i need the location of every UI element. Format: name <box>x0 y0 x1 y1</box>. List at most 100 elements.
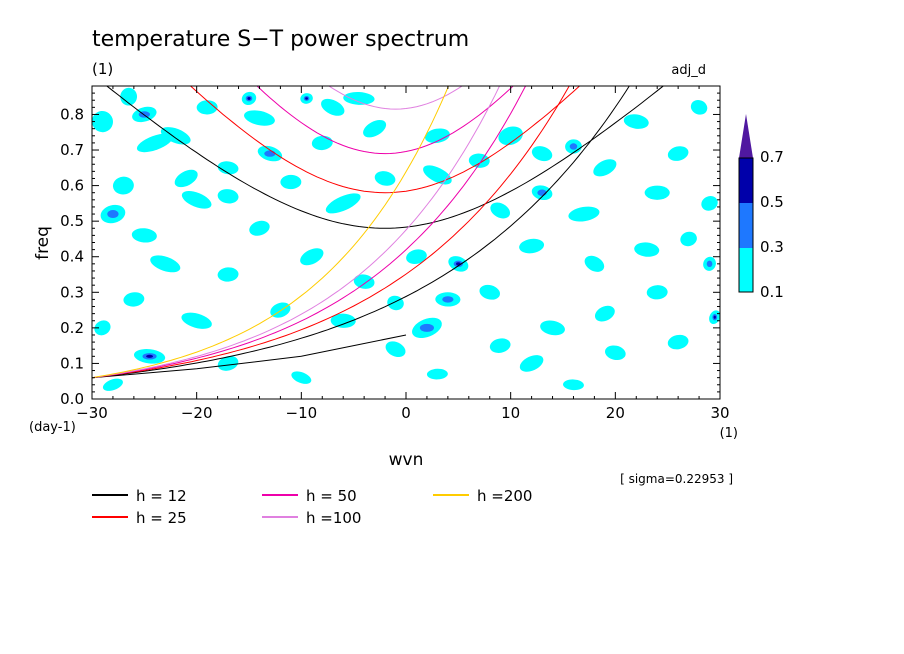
contour-blob <box>690 100 708 115</box>
contour-blob <box>540 320 565 336</box>
colorbar-band-1 <box>739 248 753 292</box>
contour-blob <box>330 313 356 328</box>
y-tick-label: 0.4 <box>60 248 84 266</box>
contour-blob <box>123 292 145 307</box>
sigma-annotation: [ sigma=0.22953 ] <box>620 472 733 486</box>
contour-blob <box>479 284 501 300</box>
x-axis: −30 −20 −10 0 10 20 30 <box>76 86 730 422</box>
contour-blob <box>646 285 668 300</box>
kelvin-curve-h25 <box>92 86 570 379</box>
contour-blob <box>280 174 302 190</box>
contour-blob <box>363 119 387 138</box>
contour-blob-level-2 <box>442 296 454 303</box>
contour-blob <box>604 345 626 361</box>
contour-blob <box>136 133 173 153</box>
contour-blob <box>217 161 239 175</box>
contour-blob <box>217 356 239 371</box>
y-tick-label: 0.8 <box>60 105 84 123</box>
contour-blob-level-3 <box>146 354 154 358</box>
chart-subtitle-left: (1) <box>92 60 113 78</box>
y-tick-label: 0.5 <box>60 212 84 230</box>
contour-blob <box>131 228 157 243</box>
colorbar-frame <box>738 157 754 293</box>
y-axis: 0.0 0.1 0.2 0.3 0.4 0.5 0.6 0.7 0.8 <box>60 92 720 408</box>
y-tick-label: 0.2 <box>60 319 84 337</box>
legend-label-h12: h = 12 <box>136 487 187 505</box>
contour-blob <box>112 176 134 195</box>
contour-layer <box>92 87 720 391</box>
x-tick-label: −30 <box>76 404 108 422</box>
contour-blob <box>701 196 718 211</box>
x-tick-label: −10 <box>286 404 318 422</box>
contour-blob <box>353 274 375 289</box>
colorbar-label-0.7: 0.7 <box>760 148 784 166</box>
contour-blob <box>667 146 689 161</box>
chart-title: temperature S−T power spectrum <box>92 27 469 52</box>
chart-subtitle-right: adj_d <box>671 63 706 78</box>
contour-blob <box>498 126 523 146</box>
kelvin-curve-h50 <box>92 86 527 379</box>
plot-area <box>92 86 720 399</box>
colorbar-label-0.3: 0.3 <box>760 238 784 256</box>
contour-blob <box>311 135 333 151</box>
contour-blob-level-3 <box>247 97 251 100</box>
contour-blob <box>174 169 198 188</box>
contour-blob <box>244 110 275 126</box>
colorbar-label-0.1: 0.1 <box>760 283 784 301</box>
contour-blob <box>196 100 218 115</box>
contour-blob <box>623 114 649 129</box>
x-tick-label: 10 <box>501 404 520 422</box>
legend-label-h50: h = 50 <box>306 487 357 505</box>
contour-blob <box>644 185 670 200</box>
contour-blob <box>584 255 605 272</box>
x-tick-label: −20 <box>181 404 213 422</box>
rossby-curve <box>92 334 407 379</box>
ig-curve-h12 <box>106 86 665 229</box>
contour-blob <box>300 248 324 266</box>
contour-blob <box>374 171 396 186</box>
contour-blob <box>680 231 697 247</box>
contour-blob <box>563 379 584 391</box>
x-tick-label: 0 <box>401 404 411 422</box>
contour-blob <box>406 249 427 265</box>
y-tick-label: 0.0 <box>60 390 84 408</box>
contour-blob <box>217 189 239 204</box>
kelvin-curve-h200 <box>92 86 450 379</box>
x-tick-label: 20 <box>606 404 625 422</box>
contour-blob <box>531 146 553 162</box>
contour-blob <box>217 267 239 282</box>
y-tick-label: 0.3 <box>60 283 84 301</box>
colorbar-band-2 <box>739 203 753 248</box>
contour-blob-level-2 <box>419 323 434 332</box>
contour-blob-level-2 <box>107 210 119 219</box>
y-tick-label: 0.7 <box>60 141 84 159</box>
contour-blob <box>568 206 600 222</box>
contour-blob <box>667 334 689 350</box>
legend-label-h200: h =200 <box>477 487 532 505</box>
contour-blob <box>593 159 617 177</box>
dispersion-curves <box>92 86 665 379</box>
contour-blob <box>321 98 345 116</box>
colorbar: 0.7 0.5 0.3 0.1 <box>738 114 784 301</box>
contour-blob-level-2 <box>569 143 578 150</box>
contour-blob <box>120 87 138 106</box>
colorbar-band-3 <box>739 158 753 203</box>
contour-blob <box>94 320 111 336</box>
contour-blob <box>634 242 660 257</box>
kelvin-curve-h12 <box>92 86 630 379</box>
colorbar-cap <box>739 114 753 158</box>
ig-curve-h100 <box>328 86 463 110</box>
legend: h = 12 h = 25 h = 50 h =100 h =200 <box>92 487 532 527</box>
contour-blob-level-3 <box>713 315 716 319</box>
contour-blob <box>343 92 375 105</box>
contour-blob <box>423 165 452 185</box>
y-unit-label: (day-1) <box>29 420 76 435</box>
contour-blob <box>102 378 123 391</box>
contour-blob <box>519 355 544 372</box>
legend-label-h100: h =100 <box>306 509 361 527</box>
kelvin-curve-h100 <box>92 86 501 379</box>
contour-blob <box>249 220 270 236</box>
x-axis-label: wvn <box>389 450 424 470</box>
contour-blob <box>424 128 450 144</box>
